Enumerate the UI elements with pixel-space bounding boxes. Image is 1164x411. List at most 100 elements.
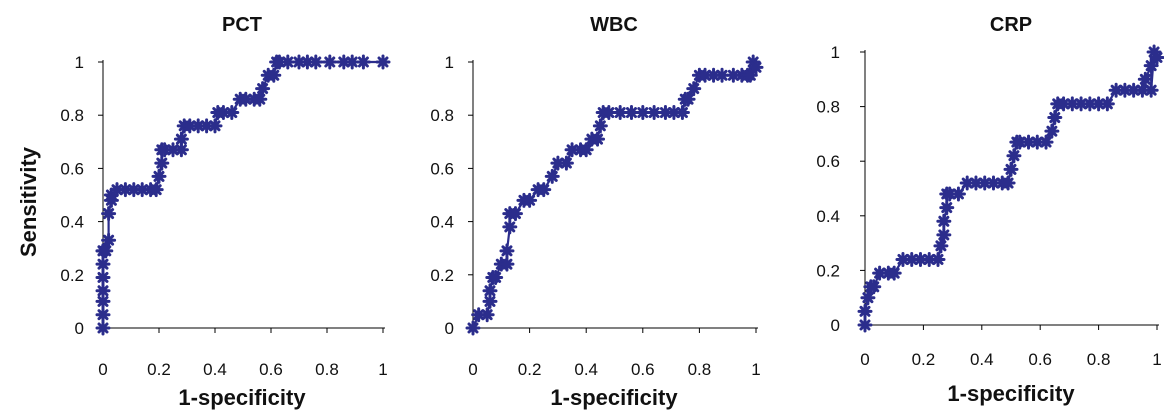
data-point [686,81,702,97]
data-point [126,182,142,198]
data-point [1091,96,1107,112]
data-point [165,142,181,158]
data-point [578,142,594,158]
x-tick-label: 0.2 [147,360,171,379]
data-point [507,206,523,222]
y-tick-label: 0.4 [430,213,454,232]
x-tick-label: 0.8 [688,360,712,379]
chart-crp: CRP 1-specificity [947,14,1075,406]
chart-title: WBC [590,14,638,36]
data-point [921,251,937,267]
data-point [1146,44,1162,60]
data-point [1099,96,1115,112]
data-point [985,175,1001,191]
y-tick-label: 0.4 [60,213,84,232]
data-point [1021,134,1037,150]
data-point [612,105,628,121]
data-point [904,251,920,267]
x-tick-label: 0 [98,360,107,379]
data-point [190,118,206,134]
data-point [308,54,324,70]
data-point [635,105,651,121]
data-point [564,142,580,158]
data-point [488,269,504,285]
data-point [857,317,873,333]
y-axis-label: Sensitivity [16,146,41,257]
data-point [344,54,360,70]
data-point [950,186,966,202]
data-point [657,105,673,121]
y-tick-label: 0.2 [430,266,454,285]
data-point [1064,96,1080,112]
x-tick-label: 1 [1152,350,1161,369]
data-point [933,238,949,254]
data-point [977,175,993,191]
data-point [1012,134,1028,150]
data-point [748,59,764,75]
data-point [697,67,713,83]
x-tick-label: 0.4 [574,360,598,379]
data-point [154,155,170,171]
x-tick-label: 0.8 [1087,350,1111,369]
data-point [199,118,215,134]
data-point [1143,58,1159,74]
plot-pct: 0 0.2 0.4 0.6 0.8 1 0 0.2 0.4 0.6 0.8 1 [60,53,391,379]
data-point [666,105,682,121]
data-point [266,67,282,83]
plot-area: 0 0.2 0.4 0.6 0.8 1 0 0.2 0.4 0.6 0.8 1 0 0.2 0.4 0.6 0.… [60,43,1164,379]
x-tick-label: 0 [468,360,477,379]
data-point [355,54,371,70]
data-point [536,182,552,198]
data-point [714,67,730,83]
data-point [255,81,271,97]
x-axis-label: 1-specificity [947,381,1075,406]
data-point [95,307,111,323]
data-point [706,67,722,83]
data-point [1134,82,1150,98]
data-point [215,105,231,121]
data-point [1143,82,1159,98]
y-tick-label: 0.8 [60,106,84,125]
data-point [1047,110,1063,126]
data-point [95,293,111,309]
data-point [322,54,338,70]
data-point [522,192,538,208]
y-tick-label: 1 [445,53,454,72]
data-point [95,256,111,272]
y-tick-label: 1 [831,43,840,62]
data-point [1000,175,1016,191]
x-axis-label: 1-specificity [178,385,306,410]
y-tick-label: 0.6 [430,159,454,178]
data-point [939,200,955,216]
data-point [1137,71,1153,87]
data-point [866,279,882,295]
data-point [336,54,352,70]
data-point [590,131,606,147]
data-point [375,54,391,70]
chart-wbc: WBC 1-specificity [550,14,678,410]
data-point [592,118,608,134]
data-point [95,283,111,299]
data-point [1044,123,1060,139]
x-tick-label: 0.6 [259,360,283,379]
data-point [1056,96,1072,112]
y-tick-label: 0 [75,319,84,338]
data-point [109,182,125,198]
data-point [299,54,315,70]
data-point [601,105,617,121]
data-point [872,265,888,281]
plot-crp: 0 0.2 0.4 0.6 0.8 1 0 0.2 0.4 0.6 0.8 1 [816,43,1164,369]
data-point [930,251,946,267]
data-point [936,213,952,229]
data-point [857,303,873,319]
data-point [224,105,240,121]
data-point [148,182,164,198]
data-point [271,54,287,70]
data-point [101,206,117,222]
data-point [1117,82,1133,98]
y-tick-label: 0 [445,319,454,338]
data-point [1108,82,1124,98]
x-tick-label: 0.2 [912,350,936,369]
x-tick-label: 0.8 [315,360,339,379]
